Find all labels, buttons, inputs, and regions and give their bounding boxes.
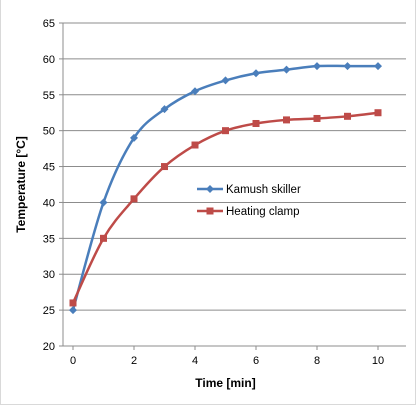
y-tick-label: 40 (43, 197, 55, 209)
legend-label: Kamush skiller (226, 184, 301, 196)
x-axis-label: Time [min] (195, 376, 255, 390)
legend-item-kamush-skiller: Kamush skiller (197, 184, 301, 196)
x-tick-label: 2 (131, 355, 137, 367)
data-point (222, 127, 229, 135)
y-tick-label: 60 (43, 54, 55, 66)
data-point (374, 109, 382, 117)
data-point (130, 195, 138, 203)
data-point (161, 163, 168, 171)
gridlines (63, 22, 406, 311)
data-point (252, 119, 260, 127)
data-point (191, 87, 199, 96)
axes (59, 22, 406, 350)
data-point (313, 62, 321, 71)
y-tick-label: 30 (43, 269, 55, 281)
series-line-kamush-skiller (71, 64, 378, 311)
x-tick-label: 6 (253, 355, 259, 367)
series-heating-clamp (69, 109, 382, 307)
data-point (344, 112, 351, 120)
data-point (283, 116, 290, 124)
legend: Kamush skiller Heating clamp (197, 184, 301, 218)
data-point (130, 133, 138, 142)
series-kamush-skiller (69, 62, 382, 315)
data-point (374, 62, 382, 71)
data-point (99, 198, 108, 207)
x-tick-label: 0 (70, 355, 76, 367)
data-point (252, 69, 260, 78)
data-point (100, 234, 107, 242)
series-layer (69, 62, 382, 315)
legend-label: Heating clamp (226, 206, 300, 218)
x-tick-label: 8 (314, 355, 320, 367)
x-tick-label: 10 (372, 355, 384, 367)
y-tick-label: 45 (43, 162, 55, 174)
x-tick-labels: 0 2 4 6 8 10 (70, 355, 384, 367)
data-point (191, 141, 199, 149)
data-point (160, 105, 169, 114)
y-tick-label: 20 (43, 341, 55, 353)
y-axis-label: Temperature [°C] (14, 136, 28, 233)
data-point (221, 76, 230, 85)
y-tick-label: 65 (43, 18, 55, 30)
y-tick-label: 50 (43, 126, 55, 138)
y-tick-label: 35 (43, 233, 55, 245)
x-tick-label: 4 (192, 355, 198, 367)
legend-marker (206, 207, 214, 215)
data-point (343, 62, 352, 71)
y-tick-labels: 20 25 30 35 40 45 50 55 60 65 (43, 18, 55, 353)
data-point (69, 306, 77, 315)
legend-item-heating-clamp: Heating clamp (197, 206, 300, 218)
data-point (282, 65, 291, 74)
data-point (69, 299, 77, 307)
y-tick-label: 55 (43, 90, 55, 102)
y-tick-label: 25 (43, 305, 55, 317)
data-point (313, 114, 321, 122)
legend-marker (206, 185, 214, 193)
